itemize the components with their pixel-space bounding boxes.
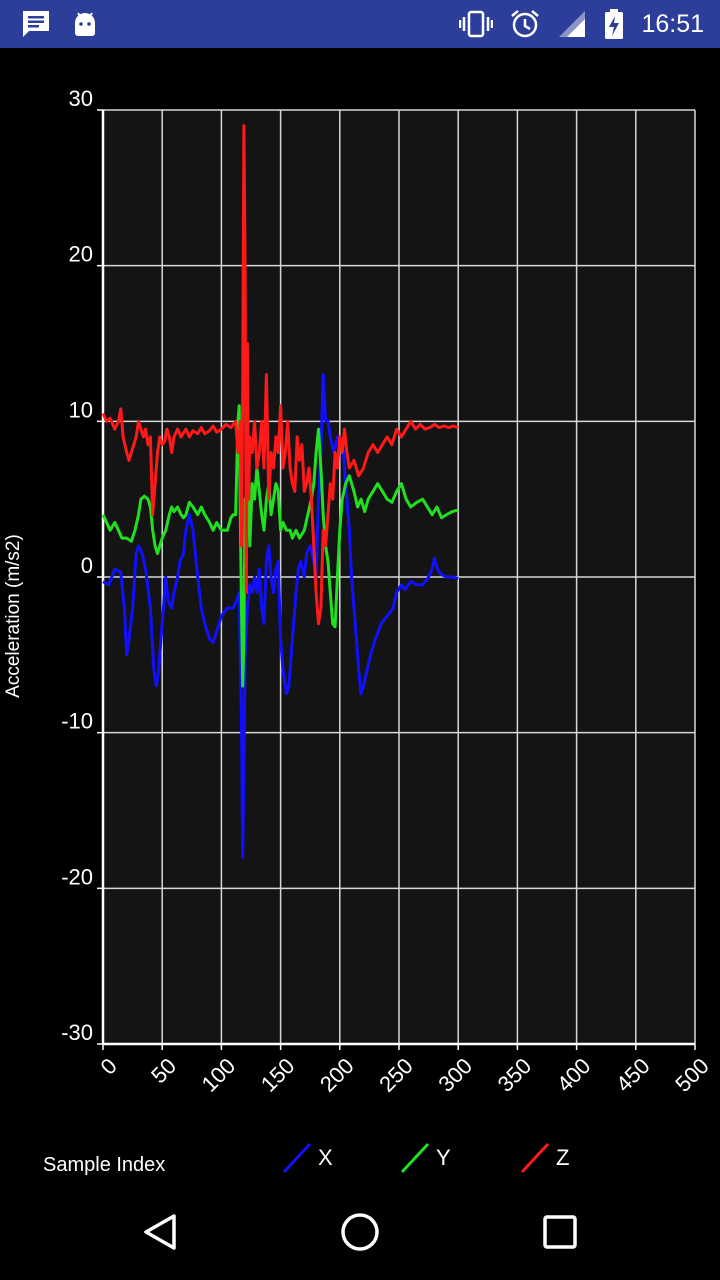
series-line-x <box>102 373 459 859</box>
android-icon <box>70 9 100 39</box>
legend-item-y: Y <box>400 1142 451 1174</box>
x-tick-label: 400 <box>552 1053 596 1097</box>
series <box>101 124 459 859</box>
y-tick-label: 30 <box>69 86 93 111</box>
status-time: 16:51 <box>641 9 704 38</box>
recents-icon <box>543 1215 577 1249</box>
y-tick-label: -20 <box>61 864 93 889</box>
axes <box>97 109 696 1050</box>
x-tick-label: 350 <box>493 1053 537 1097</box>
vibrate-icon <box>459 9 494 39</box>
x-tick-label: 500 <box>670 1053 714 1097</box>
recents-button[interactable] <box>536 1208 584 1256</box>
legend-item-x: X <box>282 1142 333 1174</box>
alarm-icon <box>509 8 541 40</box>
y-axis-label: Acceleration (m/s2) <box>3 534 24 698</box>
acceleration-chart: 0 50 100 150 200 250 300 350 400 450 5003020100-10… <box>61 86 714 1097</box>
legend-item-z: Z <box>520 1142 569 1174</box>
y-tick-label: -10 <box>61 709 93 734</box>
x-tick-label: 200 <box>315 1053 359 1097</box>
legend-swatch-x <box>282 1142 312 1174</box>
message-icon <box>20 8 52 40</box>
status-bar: 16:51 <box>0 0 720 48</box>
signal-icon <box>557 9 587 39</box>
y-tick-label: -30 <box>61 1020 93 1045</box>
x-tick-label: 100 <box>197 1053 241 1097</box>
x-axis-label: Sample Index <box>43 1154 166 1176</box>
legend-label-x: X <box>318 1145 333 1170</box>
x-tick-label: 50 <box>146 1053 181 1088</box>
y-tick-label: 0 <box>81 553 93 578</box>
x-tick-label: 0 <box>96 1053 122 1079</box>
battery-charging-icon <box>603 8 625 40</box>
back-button[interactable] <box>136 1208 184 1256</box>
x-tick-label: 300 <box>433 1053 477 1097</box>
series-line-z <box>101 124 459 626</box>
home-icon <box>341 1213 379 1251</box>
x-tick-label: 450 <box>611 1053 655 1097</box>
legend-swatch-z <box>520 1142 550 1174</box>
legend-label-z: Z <box>556 1145 570 1170</box>
x-tick-label: 250 <box>374 1053 418 1097</box>
y-tick-label: 10 <box>69 397 93 422</box>
home-button[interactable] <box>336 1208 384 1256</box>
back-icon <box>144 1214 176 1250</box>
legend-swatch-y <box>400 1142 430 1174</box>
y-tick-label: 20 <box>69 242 93 267</box>
legend-label-y: Y <box>436 1145 451 1170</box>
x-tick-label: 150 <box>256 1053 300 1097</box>
series-line-y <box>101 404 459 688</box>
navigation-bar <box>0 1184 720 1280</box>
